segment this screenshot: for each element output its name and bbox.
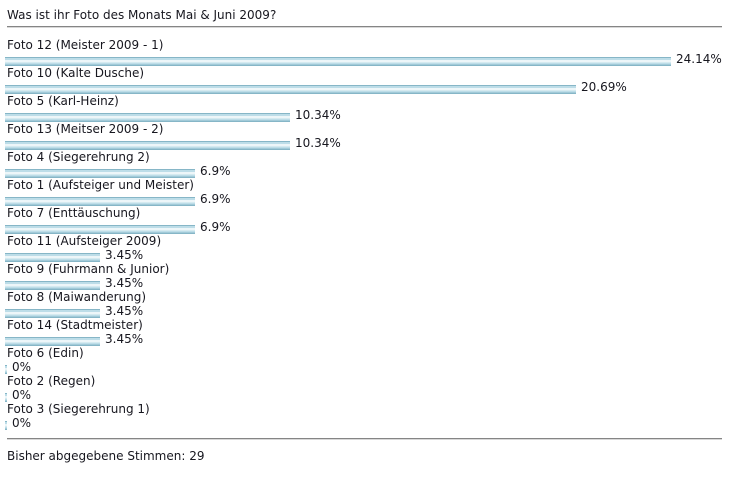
poll-options: Foto 12 (Meister 2009 - 1) 24.14% Foto 10 …: [5, 38, 722, 430]
option-percent: 3.45%: [105, 248, 144, 262]
poll-option-row: Foto 13 (Meitser 2009 - 2) 10.34%: [5, 122, 722, 150]
option-percent: 0%: [12, 360, 32, 374]
option-percent: 6.9%: [200, 192, 231, 206]
option-label: Foto 1 (Aufsteiger und Meister): [7, 178, 194, 192]
option-label: Foto 10 (Kalte Dusche): [7, 66, 145, 80]
poll-option-row: Foto 3 (Siegerehrung 1) 0%: [5, 402, 722, 430]
poll-option-row: Foto 1 (Aufsteiger und Meister) 6.9%: [5, 178, 722, 206]
result-bar: [5, 421, 7, 430]
poll-option-row: Foto 7 (Enttäuschung) 6.9%: [5, 206, 722, 234]
option-result: 3.45%: [5, 276, 722, 290]
total-votes-count: 29: [189, 449, 205, 463]
option-result: 0%: [5, 388, 722, 402]
separator-top: [7, 26, 722, 28]
poll-option-row: Foto 8 (Maiwanderung) 3.45%: [5, 290, 722, 318]
result-bar: [5, 309, 100, 318]
option-label: Foto 7 (Enttäuschung): [7, 206, 141, 220]
result-bar: [5, 169, 195, 178]
option-result: 3.45%: [5, 248, 722, 262]
option-percent: 3.45%: [105, 276, 144, 290]
option-percent: 20.69%: [581, 80, 627, 94]
result-bar: [5, 141, 290, 150]
option-result: 6.9%: [5, 192, 722, 206]
option-label: Foto 5 (Karl-Heinz): [7, 94, 119, 108]
result-bar: [5, 225, 195, 234]
poll-option-row: Foto 14 (Stadtmeister) 3.45%: [5, 318, 722, 346]
poll-option-row: Foto 11 (Aufsteiger 2009) 3.45%: [5, 234, 722, 262]
poll-option-row: Foto 6 (Edin) 0%: [5, 346, 722, 374]
option-result: 3.45%: [5, 332, 722, 346]
poll-option-row: Foto 10 (Kalte Dusche) 20.69%: [5, 66, 722, 94]
result-bar: [5, 113, 290, 122]
option-percent: 10.34%: [295, 136, 341, 150]
option-result: 24.14%: [5, 52, 722, 66]
option-label: Foto 14 (Stadtmeister): [7, 318, 143, 332]
option-result: 6.9%: [5, 220, 722, 234]
poll-option-row: Foto 12 (Meister 2009 - 1) 24.14%: [5, 38, 722, 66]
result-bar: [5, 281, 100, 290]
option-percent: 24.14%: [676, 52, 722, 66]
separator-bottom: [7, 438, 722, 440]
result-bar: [5, 337, 100, 346]
option-percent: 10.34%: [295, 108, 341, 122]
option-result: 3.45%: [5, 304, 722, 318]
option-result: 0%: [5, 416, 722, 430]
option-result: 20.69%: [5, 80, 722, 94]
result-bar: [5, 197, 195, 206]
option-result: 6.9%: [5, 164, 722, 178]
option-percent: 3.45%: [105, 332, 144, 346]
option-result: 10.34%: [5, 108, 722, 122]
option-label: Foto 3 (Siegerehrung 1): [7, 402, 150, 416]
option-label: Foto 8 (Maiwanderung): [7, 290, 147, 304]
option-label: Foto 4 (Siegerehrung 2): [7, 150, 150, 164]
option-result: 0%: [5, 360, 722, 374]
result-bar: [5, 393, 7, 402]
result-bar: [5, 253, 100, 262]
option-percent: 3.45%: [105, 304, 144, 318]
option-label: Foto 12 (Meister 2009 - 1): [7, 38, 164, 52]
option-label: Foto 2 (Regen): [7, 374, 96, 388]
poll-option-row: Foto 2 (Regen) 0%: [5, 374, 722, 402]
option-label: Foto 9 (Fuhrmann & Junior): [7, 262, 170, 276]
option-percent: 0%: [12, 416, 32, 430]
option-percent: 6.9%: [200, 164, 231, 178]
option-result: 10.34%: [5, 136, 722, 150]
total-votes: Bisher abgegebene Stimmen: 29: [7, 449, 722, 463]
option-percent: 6.9%: [200, 220, 231, 234]
poll-option-row: Foto 4 (Siegerehrung 2) 6.9%: [5, 150, 722, 178]
option-label: Foto 6 (Edin): [7, 346, 84, 360]
poll-option-row: Foto 5 (Karl-Heinz) 10.34%: [5, 94, 722, 122]
poll-question: Was ist ihr Foto des Monats Mai & Juni 2…: [7, 8, 277, 22]
option-label: Foto 11 (Aufsteiger 2009): [7, 234, 162, 248]
result-bar: [5, 85, 576, 94]
total-votes-label: Bisher abgegebene Stimmen:: [7, 449, 186, 463]
poll-option-row: Foto 9 (Fuhrmann & Junior) 3.45%: [5, 262, 722, 290]
result-bar: [5, 365, 7, 374]
result-bar: [5, 57, 671, 66]
option-label: Foto 13 (Meitser 2009 - 2): [7, 122, 164, 136]
option-percent: 0%: [12, 388, 32, 402]
